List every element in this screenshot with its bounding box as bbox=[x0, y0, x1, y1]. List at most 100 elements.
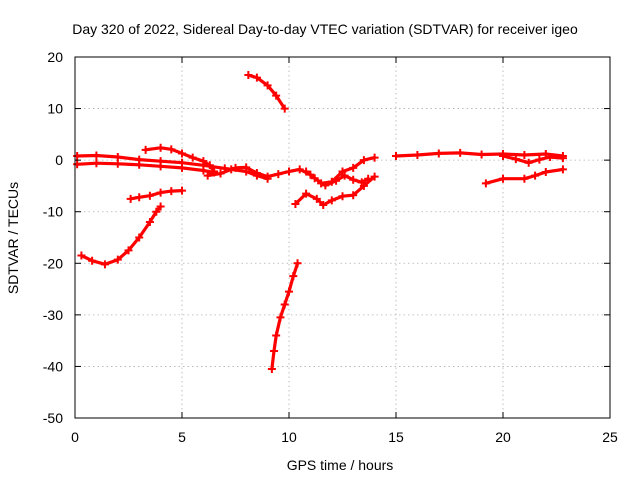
y-tick-label: -10 bbox=[43, 204, 63, 220]
data-point-marker bbox=[88, 256, 97, 265]
data-point-marker bbox=[359, 156, 368, 165]
data-point-marker bbox=[413, 150, 422, 159]
data-point-marker bbox=[210, 167, 219, 176]
data-point-marker bbox=[349, 163, 358, 172]
data-point-marker bbox=[92, 151, 101, 160]
data-point-marker bbox=[156, 143, 165, 152]
data-point-marker bbox=[499, 152, 507, 161]
data-point-marker bbox=[152, 207, 161, 216]
data-point-marker bbox=[274, 170, 283, 179]
data-point-marker bbox=[272, 331, 281, 340]
data-point-marker bbox=[332, 176, 341, 185]
data-point-marker bbox=[227, 165, 236, 174]
data-point-marker bbox=[178, 163, 186, 172]
data-point-marker bbox=[203, 171, 212, 180]
x-tick-label: 5 bbox=[178, 429, 186, 445]
data-point-marker bbox=[338, 167, 347, 176]
data-point-marker bbox=[145, 218, 154, 227]
data-point-marker bbox=[340, 171, 349, 180]
data-point-marker bbox=[327, 196, 336, 205]
data-point-marker bbox=[267, 365, 276, 374]
data-point-marker bbox=[242, 163, 251, 172]
y-tick-label: 0 bbox=[55, 152, 63, 168]
data-point-marker bbox=[113, 255, 122, 264]
data-point-marker bbox=[178, 186, 186, 195]
grid bbox=[75, 57, 610, 418]
data-point-marker bbox=[126, 194, 135, 203]
data-point-marker bbox=[546, 153, 555, 162]
data-point-marker bbox=[263, 172, 272, 181]
x-tick-label: 15 bbox=[388, 429, 404, 445]
data-point-marker bbox=[285, 167, 293, 176]
data-point-marker bbox=[370, 172, 379, 181]
data-point-marker bbox=[370, 153, 379, 162]
data-point-marker bbox=[156, 188, 165, 197]
data-point-marker bbox=[100, 260, 109, 269]
data-point-marker bbox=[141, 145, 150, 154]
data-point-marker bbox=[456, 148, 465, 157]
x-tick-label: 10 bbox=[281, 429, 297, 445]
data-point-marker bbox=[113, 159, 122, 168]
data-point-marker bbox=[231, 163, 240, 172]
y-tick-label: 20 bbox=[47, 49, 63, 65]
x-tick-label: 25 bbox=[602, 429, 618, 445]
data-point-marker bbox=[558, 165, 567, 174]
data-point-marker bbox=[167, 145, 176, 154]
y-tick-label: -30 bbox=[43, 307, 63, 323]
data-point-marker bbox=[276, 313, 285, 322]
data-point-marker bbox=[135, 193, 144, 202]
y-tick-label: -20 bbox=[43, 255, 63, 271]
data-point-marker bbox=[511, 155, 520, 164]
data-point-marker bbox=[520, 174, 529, 183]
data-point-marker bbox=[252, 169, 261, 178]
data-point-marker bbox=[113, 153, 122, 162]
data-point-marker bbox=[280, 104, 289, 113]
data-point-marker bbox=[77, 251, 86, 260]
data-point-marker bbox=[280, 300, 289, 309]
data-point-marker bbox=[272, 91, 281, 100]
y-tick-label: -40 bbox=[43, 358, 63, 374]
x-axis-label: GPS time / hours bbox=[287, 457, 394, 473]
data-point-marker bbox=[477, 150, 486, 159]
plot-frame bbox=[74, 56, 611, 419]
ticks: 0 5 10 15 20 25 -50 -40 -30 -20 -10 0 10 20 bbox=[43, 49, 618, 445]
data-point-marker bbox=[349, 191, 358, 200]
data-point-marker bbox=[319, 201, 328, 210]
data-point-marker bbox=[167, 187, 176, 196]
series-arc-6 bbox=[246, 73, 287, 111]
data-point-marker bbox=[558, 154, 567, 163]
data-point-marker bbox=[392, 152, 400, 161]
data-point-marker bbox=[244, 71, 253, 80]
data-point-marker bbox=[535, 155, 544, 164]
data-point-marker bbox=[124, 246, 133, 255]
data-point-marker bbox=[156, 202, 165, 211]
y-tick-label: 10 bbox=[47, 101, 63, 117]
data-point-marker bbox=[295, 165, 304, 174]
data-point-marker bbox=[349, 175, 358, 184]
data-point-marker bbox=[188, 153, 197, 162]
x-tick-label: 0 bbox=[71, 429, 79, 445]
data-point-marker bbox=[520, 150, 529, 159]
data-point-marker bbox=[199, 166, 208, 175]
data-point-marker bbox=[310, 174, 319, 183]
data-point-marker bbox=[293, 259, 302, 268]
data-point-marker bbox=[302, 189, 311, 198]
data-point-marker bbox=[289, 272, 298, 281]
data-point-marker bbox=[135, 233, 144, 242]
y-tick-label: -50 bbox=[43, 410, 63, 426]
data-point-marker bbox=[321, 181, 330, 190]
data-point-marker bbox=[92, 159, 101, 168]
data-point-marker bbox=[312, 194, 321, 203]
data-point-marker bbox=[499, 174, 507, 183]
data-point-marker bbox=[357, 178, 366, 187]
data-point-marker bbox=[199, 157, 208, 166]
data-point-marker bbox=[252, 73, 261, 82]
data-point-marker bbox=[338, 192, 347, 201]
data-series bbox=[73, 71, 567, 374]
data-point-marker bbox=[541, 168, 550, 177]
data-point-marker bbox=[285, 287, 293, 296]
data-point-marker bbox=[291, 199, 300, 208]
data-point-marker bbox=[205, 161, 214, 170]
chart-title: Day 320 of 2022, Sidereal Day-to-day VTE… bbox=[72, 21, 578, 37]
